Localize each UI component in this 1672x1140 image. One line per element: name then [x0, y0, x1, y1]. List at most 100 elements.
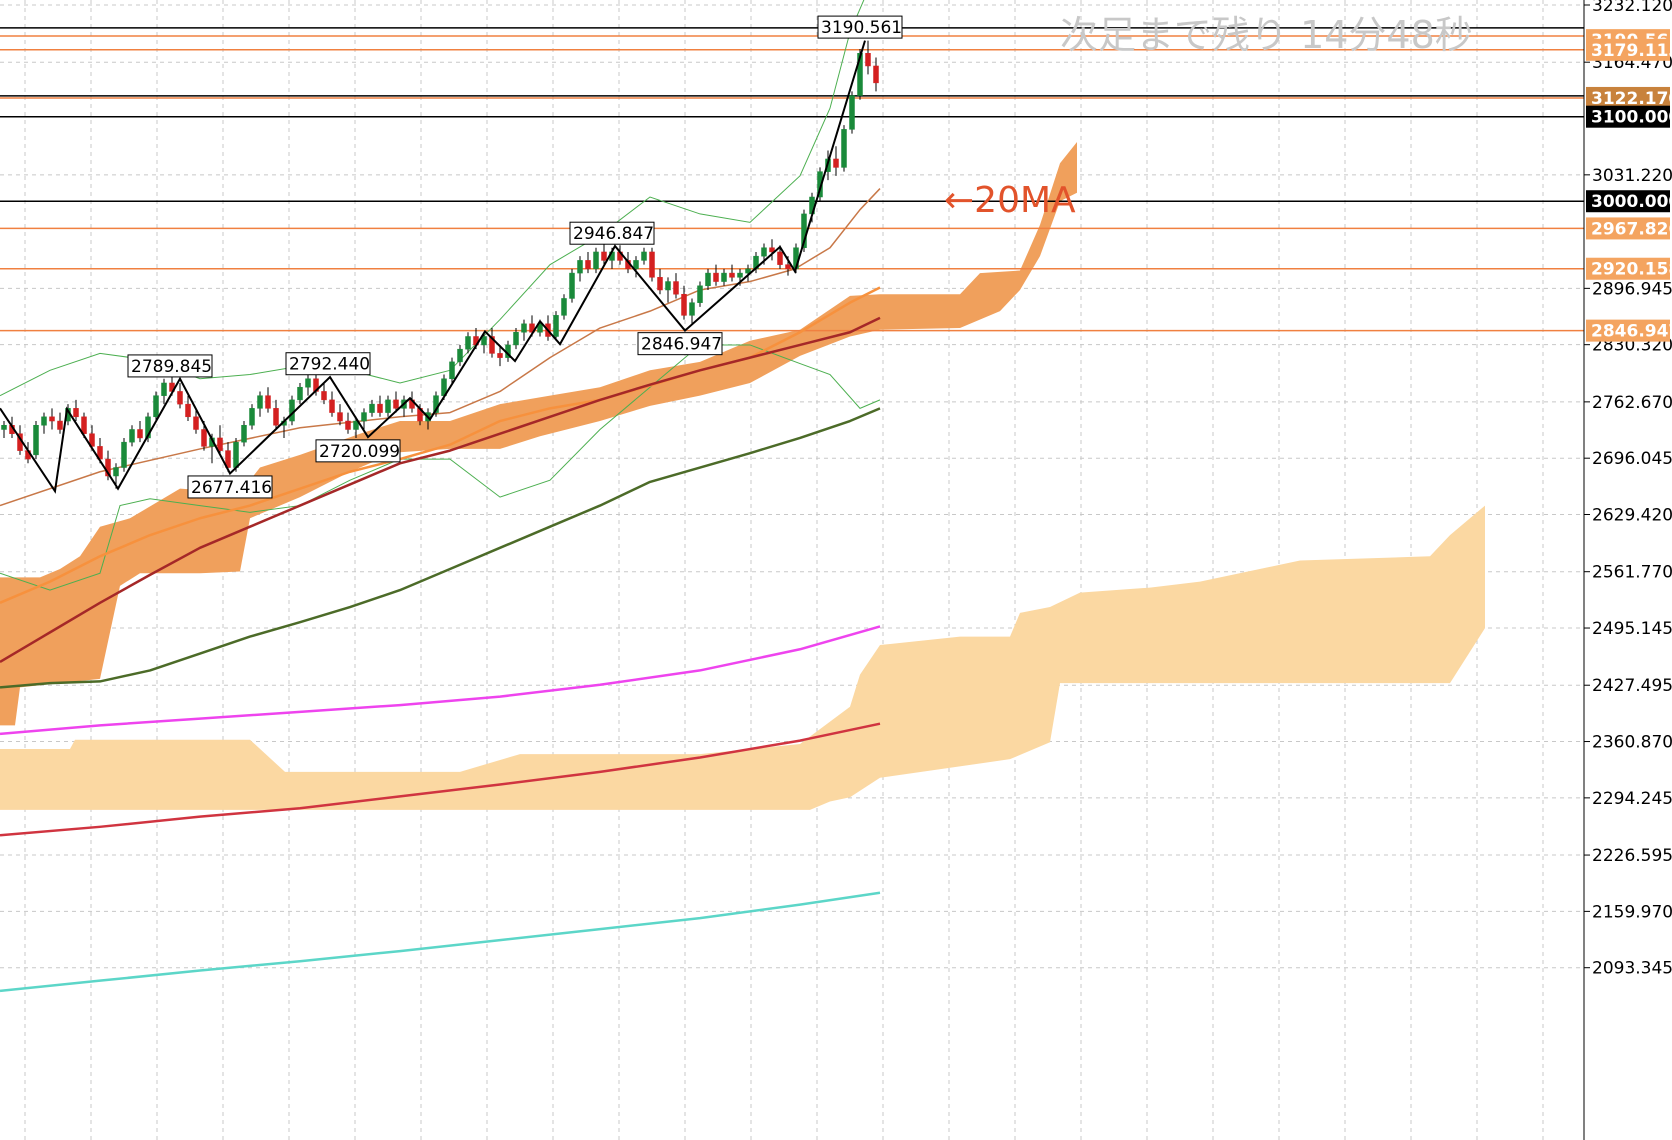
price-axis[interactable]: 3232.1203164.4703031.2202896.9452830.320… — [1583, 0, 1672, 1140]
horizontal-levels — [0, 27, 1584, 332]
candle-body — [321, 391, 327, 401]
candle-body — [465, 336, 471, 350]
price-axis-label: 2762.670 — [1592, 393, 1672, 413]
ma-line-7 — [0, 891, 881, 993]
price-tag-bg — [1586, 190, 1670, 213]
candle-body — [537, 323, 543, 333]
zigzag-label-text: 2677.416 — [191, 478, 272, 498]
candle-body — [561, 298, 567, 316]
ichimoku-cloud-far-area — [0, 505, 1485, 810]
candle-body — [649, 251, 655, 278]
price-tag-label: 2920.158 — [1591, 260, 1672, 280]
candle-body — [49, 416, 55, 422]
ma-line-6 — [0, 722, 881, 837]
candle-body — [865, 53, 871, 67]
candle-body — [745, 268, 751, 274]
ma-line-3 — [0, 316, 881, 664]
candle-body — [705, 272, 711, 287]
zigzag-label-text: 2789.845 — [131, 357, 212, 377]
candle-body — [857, 53, 863, 96]
price-tag-bg — [1586, 38, 1670, 61]
candle-body — [345, 420, 351, 430]
candle-body — [841, 129, 847, 168]
candle-body — [161, 382, 167, 396]
zigzag-label: 2846.947 — [637, 332, 723, 356]
zigzag-label-text: 2792.440 — [289, 355, 370, 375]
price-tag: 2920.158 — [1586, 257, 1672, 280]
zigzag-label-box — [817, 15, 903, 39]
candle-body — [185, 403, 191, 418]
candle-body — [849, 95, 855, 130]
candle-body — [577, 260, 583, 274]
candle-body — [33, 425, 39, 456]
ichimoku-cloud-near-area — [0, 142, 1077, 726]
zigzag-path — [0, 40, 866, 494]
price-axis-label: 2093.345 — [1592, 959, 1672, 979]
price-tag-label: 3100.000 — [1591, 108, 1672, 128]
candle-body — [153, 395, 159, 418]
zigzag-label-box — [187, 475, 273, 499]
candle-body — [521, 323, 527, 333]
candle-body — [73, 408, 79, 418]
candle-body — [761, 247, 767, 257]
zigzag-label: 2946.847 — [569, 221, 655, 245]
ichimoku-cloud-near — [0, 142, 1077, 726]
candle-body — [217, 437, 223, 451]
price-tag-bg — [1586, 217, 1670, 240]
candle-body — [233, 441, 239, 468]
price-tag: 3100.000 — [1586, 105, 1672, 128]
bollinger-bands — [0, 0, 881, 591]
candle-body — [361, 412, 367, 422]
candle-body — [681, 293, 687, 316]
ma-line-1 — [0, 188, 881, 507]
candle-body — [289, 399, 295, 422]
ma-annotation: ←20MA — [944, 180, 1076, 221]
price-axis-label: 2159.970 — [1592, 902, 1672, 922]
candle-body — [665, 281, 671, 291]
candle-body — [569, 272, 575, 299]
zigzag-line — [0, 40, 866, 494]
price-axis-label: 2294.245 — [1592, 789, 1672, 809]
price-tag: 3122.170 — [1586, 86, 1672, 109]
price-axis-label: 2495.145 — [1592, 619, 1672, 639]
price-tag-label: 3000.000 — [1591, 192, 1672, 212]
bollinger-lower — [0, 344, 881, 591]
candle-body — [305, 378, 311, 388]
candle-body — [657, 277, 663, 291]
price-tags: 3190.5613179.1133122.1703100.0003000.000… — [1586, 29, 1672, 342]
zigzag-label-text: 2846.947 — [641, 335, 722, 355]
candle-body — [769, 247, 775, 253]
candle-body — [297, 386, 303, 401]
candle-body — [369, 403, 375, 413]
price-tag-label: 3179.113 — [1591, 41, 1672, 61]
candle-body — [729, 272, 735, 278]
price-axis-label: 2360.870 — [1592, 733, 1672, 753]
zigzag-label-box — [569, 221, 655, 245]
candle-body — [1, 425, 7, 430]
price-tag: 3000.000 — [1586, 190, 1672, 213]
candle-body — [673, 281, 679, 295]
candle-body — [817, 171, 823, 198]
candle-body — [689, 302, 695, 316]
candle-body — [57, 420, 63, 430]
candle-body — [833, 158, 839, 168]
price-axis-label: 2427.495 — [1592, 676, 1672, 696]
zigzag-label-box — [127, 354, 213, 378]
candle-body — [553, 315, 559, 337]
candle-body — [257, 395, 263, 409]
candle-body — [249, 408, 255, 426]
ma-line-4 — [0, 407, 881, 689]
price-axis-label: 3232.120 — [1592, 0, 1672, 16]
price-axis-label: 2629.420 — [1592, 506, 1672, 526]
candle-body — [329, 399, 335, 413]
candle-body — [273, 408, 279, 426]
candle-body — [737, 272, 743, 278]
bar-countdown: 次足まで残り 14分48秒 — [1060, 13, 1473, 57]
candle-body — [513, 332, 519, 346]
candle-body — [641, 251, 647, 261]
zigzag-label-text: 3190.561 — [821, 18, 902, 38]
moving-averages — [0, 188, 881, 993]
candlesticks — [1, 40, 879, 489]
zigzag-label: 3190.561 — [817, 15, 903, 39]
